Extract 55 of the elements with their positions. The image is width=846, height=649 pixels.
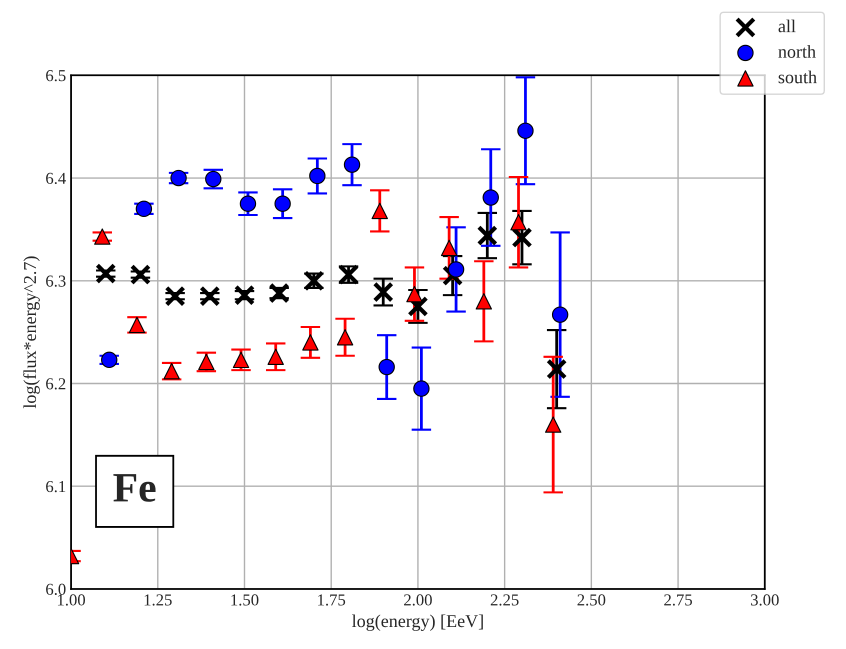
point	[512, 227, 532, 248]
point	[232, 352, 250, 368]
point	[199, 286, 220, 307]
legend-label: north	[778, 45, 816, 58]
y-tick-label: 6.3	[46, 276, 66, 287]
point	[546, 358, 568, 380]
x-tick-label: 2.50	[578, 594, 606, 606]
annotation: Fe	[113, 474, 156, 502]
point	[101, 352, 118, 368]
x-tick-label: 2.25	[490, 594, 519, 606]
point	[302, 334, 319, 351]
x-tick-label: 2.00	[404, 594, 432, 606]
point	[268, 282, 290, 304]
point	[95, 263, 116, 284]
point	[408, 296, 428, 317]
point	[545, 416, 562, 433]
point	[442, 265, 464, 286]
y-tick-label: 6.5	[46, 70, 66, 82]
point	[130, 264, 151, 286]
point	[413, 380, 430, 397]
legend-label: all	[778, 20, 796, 32]
point	[476, 293, 492, 310]
point	[274, 196, 291, 212]
point	[440, 240, 458, 256]
x-axis-title: log(energy) [EeV]	[352, 614, 483, 631]
point	[94, 228, 110, 245]
y-tick-label: 6.2	[46, 378, 66, 390]
point	[336, 329, 354, 346]
y-axis-title: log(flux*energy^2.7)	[23, 256, 40, 408]
point	[372, 282, 394, 302]
point	[240, 196, 256, 212]
y-tick-label: 6.0	[46, 584, 66, 595]
x-tick-label: 1.75	[318, 594, 346, 606]
x-tick-label: 1.50	[231, 594, 258, 606]
y-tick-label: 6.4	[46, 172, 66, 184]
point	[448, 261, 464, 278]
point	[406, 286, 423, 302]
x-tick-label: 3.00	[750, 594, 779, 606]
point	[344, 156, 360, 173]
point	[234, 284, 255, 306]
legend-label: south	[778, 70, 817, 84]
point	[482, 189, 499, 206]
point	[510, 214, 527, 230]
x-tick-label: 1.00	[58, 594, 86, 606]
point	[372, 202, 388, 220]
point	[309, 168, 326, 184]
x-tick-label: 2.75	[664, 594, 692, 606]
point	[164, 286, 186, 307]
point	[378, 358, 395, 376]
x-tick-label: 1.25	[144, 594, 172, 606]
point	[268, 348, 284, 365]
y-tick-label: 6.1	[46, 480, 66, 492]
point	[552, 306, 568, 323]
point	[476, 225, 498, 246]
point	[517, 122, 534, 139]
